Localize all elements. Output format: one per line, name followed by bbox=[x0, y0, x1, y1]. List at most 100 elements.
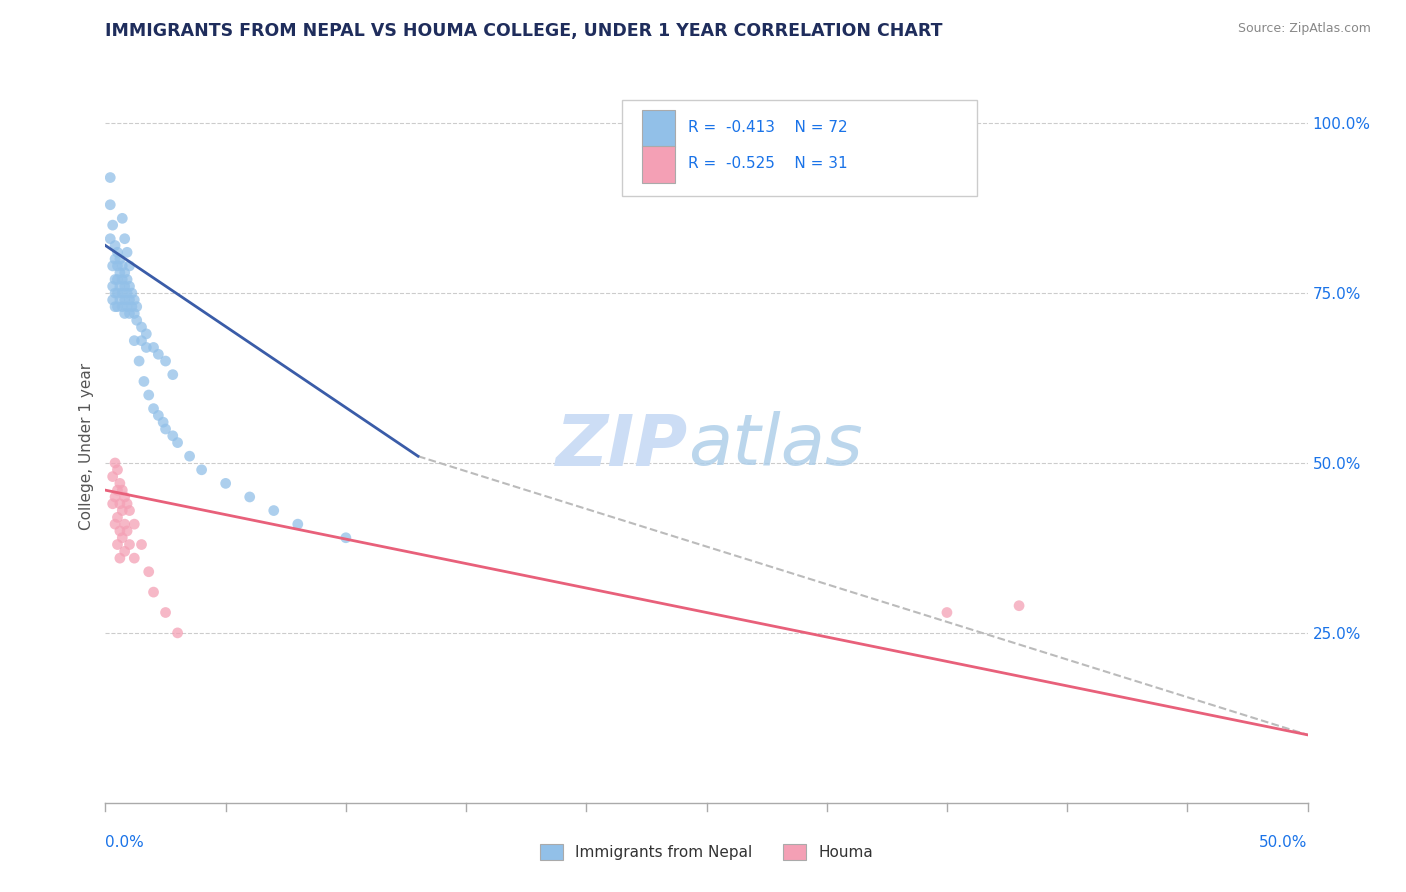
Point bbox=[121, 300, 143, 314]
Y-axis label: College, Under 1 year: College, Under 1 year bbox=[79, 362, 94, 530]
Point bbox=[155, 606, 177, 620]
FancyBboxPatch shape bbox=[641, 145, 675, 183]
Point bbox=[104, 252, 127, 266]
FancyBboxPatch shape bbox=[641, 110, 675, 147]
Text: atlas: atlas bbox=[689, 411, 863, 481]
Point bbox=[131, 334, 153, 348]
Point bbox=[101, 259, 124, 273]
Point bbox=[108, 279, 131, 293]
Point bbox=[108, 252, 131, 266]
Point bbox=[114, 517, 136, 532]
Point bbox=[131, 320, 153, 334]
Point bbox=[138, 565, 160, 579]
Point bbox=[111, 286, 134, 301]
Point bbox=[104, 286, 127, 301]
Point bbox=[124, 306, 146, 320]
Point bbox=[115, 272, 138, 286]
Point bbox=[115, 286, 138, 301]
Text: R =  -0.413    N = 72: R = -0.413 N = 72 bbox=[689, 120, 848, 136]
Point bbox=[111, 483, 134, 498]
Point bbox=[111, 211, 134, 226]
Point bbox=[108, 266, 131, 280]
Point bbox=[111, 503, 134, 517]
Point bbox=[263, 503, 285, 517]
Text: R =  -0.525    N = 31: R = -0.525 N = 31 bbox=[689, 156, 848, 171]
Point bbox=[98, 170, 121, 185]
Point bbox=[111, 531, 134, 545]
Point bbox=[152, 415, 174, 429]
Point bbox=[101, 279, 124, 293]
Point bbox=[111, 300, 134, 314]
Point bbox=[107, 259, 129, 273]
Point bbox=[179, 449, 201, 463]
Point bbox=[108, 524, 131, 538]
Point bbox=[98, 198, 121, 212]
Point bbox=[125, 313, 148, 327]
Legend: Immigrants from Nepal, Houma: Immigrants from Nepal, Houma bbox=[534, 838, 879, 866]
Point bbox=[115, 497, 138, 511]
Point bbox=[936, 606, 959, 620]
Point bbox=[107, 272, 129, 286]
Point bbox=[124, 293, 146, 307]
Point bbox=[114, 266, 136, 280]
Point bbox=[135, 341, 157, 355]
Point bbox=[128, 354, 150, 368]
Text: ZIP: ZIP bbox=[557, 411, 689, 481]
Point bbox=[101, 293, 124, 307]
Point bbox=[107, 245, 129, 260]
Point bbox=[98, 232, 121, 246]
Text: 50.0%: 50.0% bbox=[1260, 835, 1308, 850]
Point bbox=[138, 388, 160, 402]
Point bbox=[114, 279, 136, 293]
Point bbox=[162, 368, 184, 382]
Point bbox=[124, 517, 146, 532]
Point bbox=[108, 293, 131, 307]
Point bbox=[111, 272, 134, 286]
Point bbox=[124, 551, 146, 566]
Text: Source: ZipAtlas.com: Source: ZipAtlas.com bbox=[1237, 22, 1371, 36]
Point bbox=[131, 537, 153, 551]
Point bbox=[118, 503, 141, 517]
Point bbox=[104, 517, 127, 532]
Text: 0.0%: 0.0% bbox=[105, 835, 145, 850]
Point bbox=[148, 347, 170, 361]
Point bbox=[114, 232, 136, 246]
Point bbox=[107, 483, 129, 498]
Point bbox=[107, 510, 129, 524]
Point bbox=[118, 537, 141, 551]
Point bbox=[214, 476, 236, 491]
Point bbox=[114, 293, 136, 307]
Point bbox=[111, 259, 134, 273]
Point bbox=[135, 326, 157, 341]
Point bbox=[118, 306, 141, 320]
Point bbox=[101, 497, 124, 511]
Point bbox=[190, 463, 212, 477]
Point bbox=[166, 626, 188, 640]
Point bbox=[125, 300, 148, 314]
Point bbox=[1008, 599, 1031, 613]
Point bbox=[108, 476, 131, 491]
Point bbox=[114, 544, 136, 558]
Point bbox=[114, 490, 136, 504]
Point bbox=[155, 422, 177, 436]
Point bbox=[115, 245, 138, 260]
Point bbox=[239, 490, 262, 504]
Point bbox=[108, 551, 131, 566]
Point bbox=[162, 429, 184, 443]
Point bbox=[115, 300, 138, 314]
Point bbox=[107, 286, 129, 301]
Point bbox=[166, 435, 188, 450]
Point bbox=[118, 259, 141, 273]
Point bbox=[104, 272, 127, 286]
Text: IMMIGRANTS FROM NEPAL VS HOUMA COLLEGE, UNDER 1 YEAR CORRELATION CHART: IMMIGRANTS FROM NEPAL VS HOUMA COLLEGE, … bbox=[105, 22, 943, 40]
Point bbox=[142, 401, 165, 416]
Point bbox=[118, 293, 141, 307]
Point bbox=[155, 354, 177, 368]
Point bbox=[101, 218, 124, 232]
Point bbox=[104, 300, 127, 314]
Point bbox=[107, 300, 129, 314]
Point bbox=[104, 238, 127, 252]
Point bbox=[104, 456, 127, 470]
Point bbox=[335, 531, 357, 545]
Point bbox=[132, 375, 155, 389]
